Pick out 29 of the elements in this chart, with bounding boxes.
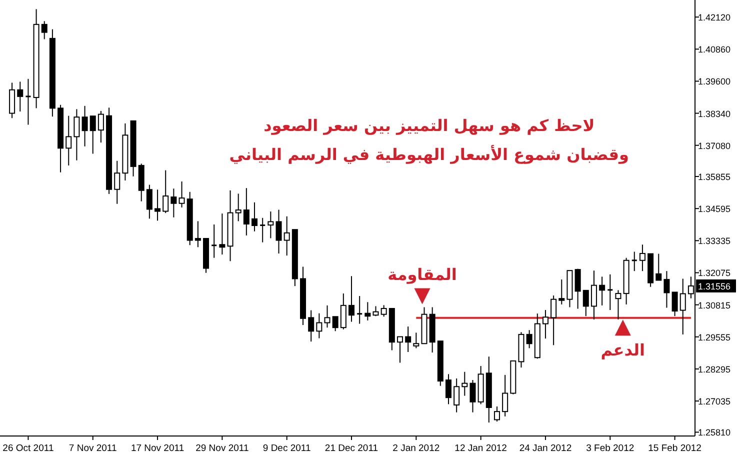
x-tick-label: 2 Jan 2012 [392, 443, 440, 454]
text: لاحظ كم هو سهل التمييز بين سعر الصعود وقضبان شموع الأسعار الهبوطية في الرسم البياني [229, 116, 629, 164]
y-tick-label: 1.40860 [698, 44, 731, 55]
y-tick-label: 1.37080 [698, 140, 731, 151]
y-tick-label: 1.27035 [698, 396, 731, 407]
y-tick-label: 1.42120 [698, 12, 731, 23]
x-tick-label: 3 Feb 2012 [586, 443, 634, 454]
annotation: الدعم [600, 340, 645, 360]
y-tick-label: 1.28295 [698, 364, 731, 374]
y-tick-label: 1.38340 [698, 108, 731, 119]
y-tick-label: 1.29555 [698, 332, 731, 342]
x-tick-label: 17 Nov 2011 [130, 443, 184, 454]
y-tick-label: 1.32075 [698, 268, 731, 278]
x-tick-label: 29 Nov 2011 [196, 443, 249, 454]
y-tick-label: 1.30815 [698, 300, 731, 310]
y-tick-label: 1.33335 [698, 236, 731, 246]
y-tick-label: 1.39600 [698, 76, 731, 87]
y-tick-label: 1.25810 [698, 428, 731, 438]
x-tick-label: 26 Oct 2011 [2, 443, 54, 454]
x-tick-label: 9 Dec 2011 [262, 443, 311, 454]
y-tick-label: 1.35855 [698, 172, 731, 182]
text: 1.31556 [698, 281, 731, 292]
y-tick-label: 1.34595 [698, 204, 731, 214]
annotation: المقاومة [388, 265, 457, 284]
x-tick-label: 12 Jan 2012 [454, 443, 507, 454]
x-tick-label: 24 Jan 2012 [519, 443, 572, 454]
x-tick-label: 21 Dec 2011 [324, 443, 378, 454]
x-tick-label: 15 Feb 2012 [648, 443, 702, 454]
x-tick-label: 7 Nov 2011 [68, 443, 117, 454]
